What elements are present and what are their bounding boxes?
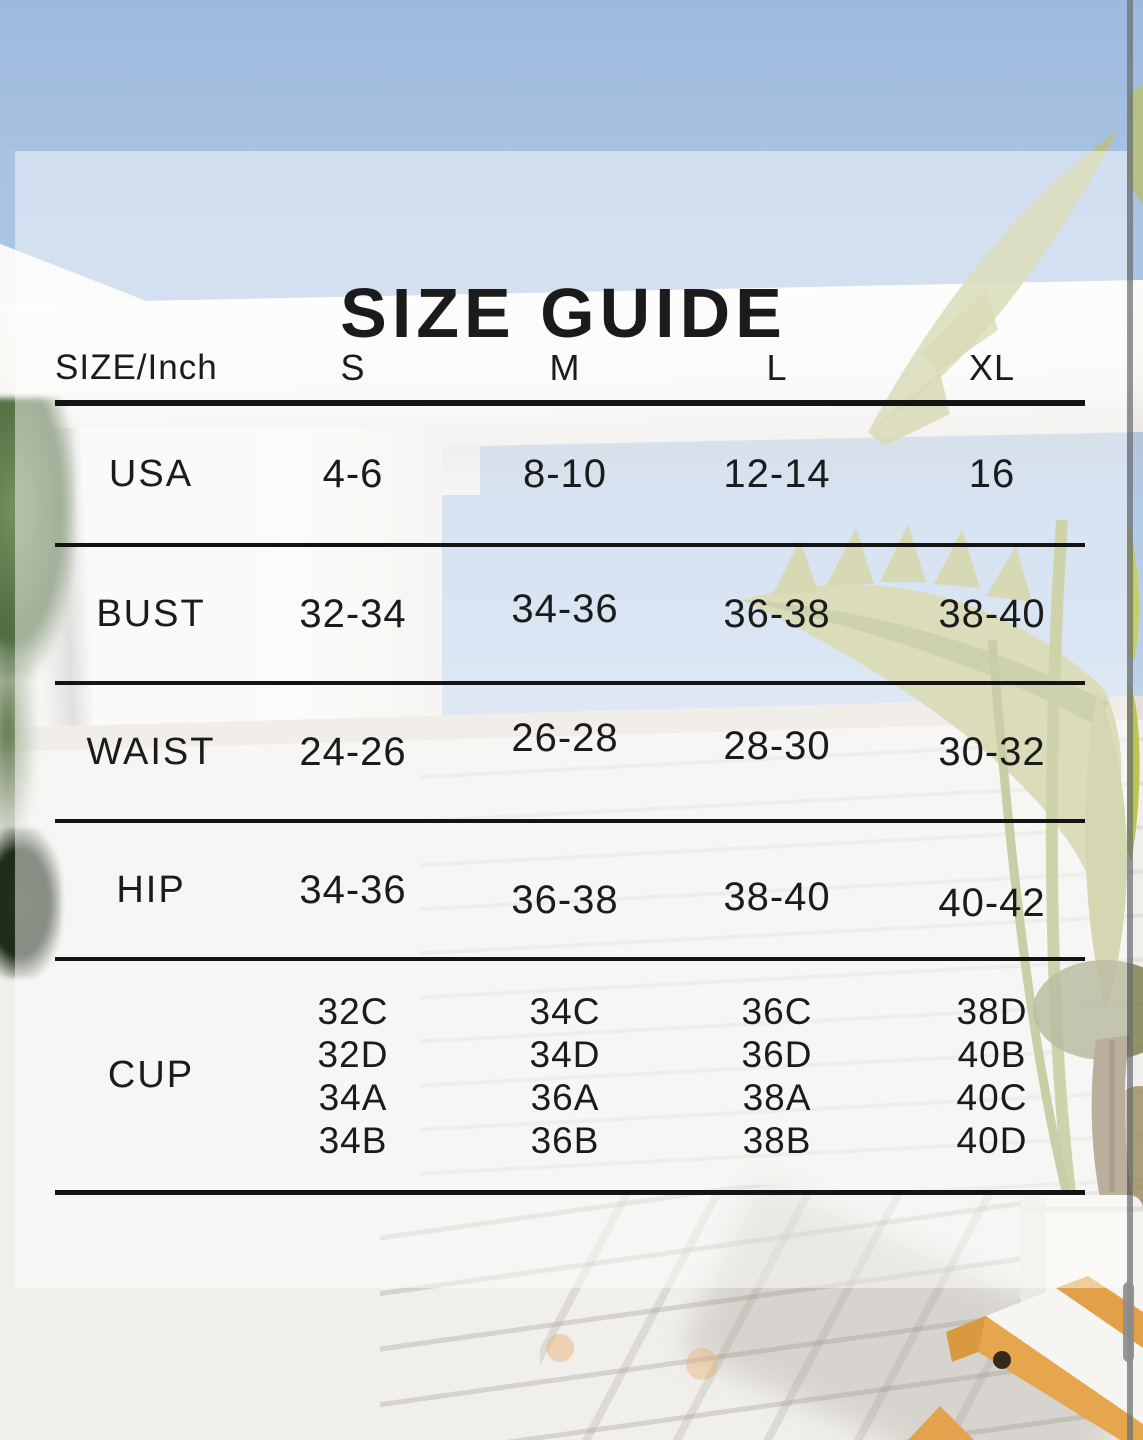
cup-size-line: 38B xyxy=(742,1119,812,1161)
table-body: USA 4-6 8-10 12-14 16 BUST 32-34 34-36 36-38 38-4… xyxy=(55,406,1085,1195)
row-label-hip: HIP xyxy=(116,868,186,911)
size-cell-cup-s: 32C 32D 34A 34B xyxy=(247,990,459,1162)
size-cell-bust-xl: 38-40 xyxy=(938,591,1046,636)
cup-size-line: 36B xyxy=(530,1119,600,1161)
table-header-row: SIZE/Inch S M L XL xyxy=(55,336,1085,406)
cup-size-line: 34B xyxy=(318,1119,388,1161)
foliage-left-blur-2 xyxy=(0,598,40,860)
size-cell-cup-xl: 38D 40B 40C 40D xyxy=(883,990,1085,1162)
size-cell-bust-s: 32-34 xyxy=(299,591,407,636)
size-cell-usa-l: 12-14 xyxy=(723,452,831,496)
carousel-edge-line xyxy=(1127,0,1133,1440)
size-cell-hip-xl: 40-42 xyxy=(938,880,1046,925)
translucent-panel xyxy=(15,151,1127,1288)
header-unit-label: SIZE/Inch xyxy=(55,348,218,387)
size-cell-usa-xl: 16 xyxy=(968,452,1016,496)
size-cell-hip-m: 36-38 xyxy=(511,877,619,922)
size-cell-usa-m: 8-10 xyxy=(522,452,608,496)
cup-size-line: 34D xyxy=(529,1033,601,1075)
table-row-hip: HIP 34-36 36-38 38-40 40-42 xyxy=(55,823,1085,961)
cup-size-line: 32D xyxy=(317,1033,389,1075)
table-row-bust: BUST 32-34 34-36 36-38 38-40 xyxy=(55,547,1085,685)
cup-size-line: 36C xyxy=(741,990,813,1032)
cup-size-line: 40C xyxy=(956,1076,1028,1118)
fence-shadow-lines xyxy=(540,1195,1020,1440)
cup-size-line: 40D xyxy=(956,1119,1028,1161)
header-cell-s: S xyxy=(340,347,366,388)
table-row-waist: WAIST 24-26 26-28 28-30 30-32 xyxy=(55,685,1085,823)
row-label-waist: WAIST xyxy=(86,730,216,773)
cup-size-line: 36D xyxy=(741,1033,813,1075)
cup-size-line: 34C xyxy=(529,990,601,1032)
header-cell-xl: XL xyxy=(968,347,1016,388)
size-cell-waist-s: 24-26 xyxy=(299,729,407,774)
cup-size-line: 38A xyxy=(742,1076,812,1118)
size-cell-hip-l: 38-40 xyxy=(723,874,831,919)
size-cell-usa-s: 4-6 xyxy=(322,452,384,496)
cup-size-line: 32C xyxy=(317,990,389,1032)
page-title: SIZE GUIDE xyxy=(340,273,787,352)
size-cell-waist-xl: 30-32 xyxy=(938,729,1046,774)
size-cell-cup-m: 34C 34D 36A 36B xyxy=(459,990,671,1162)
scrollbar-thumb[interactable] xyxy=(1123,1282,1134,1362)
size-cell-waist-l: 28-30 xyxy=(723,723,831,768)
row-label-bust: BUST xyxy=(96,592,206,635)
size-cell-cup-l: 36C 36D 38A 38B xyxy=(671,990,883,1162)
size-table: SIZE/Inch S M L XL USA 4-6 8-10 12-14 16 BUST 32-… xyxy=(55,336,1085,1195)
size-cell-hip-s: 34-36 xyxy=(299,867,407,912)
header-cell-l: L xyxy=(766,347,788,388)
row-label-usa: USA xyxy=(108,453,194,495)
cup-size-line: 34A xyxy=(318,1076,388,1118)
table-row-usa: USA 4-6 8-10 12-14 16 xyxy=(55,406,1085,547)
cup-size-line: 40B xyxy=(957,1033,1027,1075)
header-cell-m: M xyxy=(549,347,581,388)
row-label-cup: CUP xyxy=(107,1054,195,1096)
cup-size-line: 36A xyxy=(530,1076,600,1118)
size-cell-bust-m: 34-36 xyxy=(511,586,619,631)
size-cell-bust-l: 36-38 xyxy=(723,591,831,636)
table-row-cup: CUP 32C 32D 34A 34B 34C 34D 36A 36B 36C 36D 38A 38B 3… xyxy=(55,961,1085,1195)
cup-size-line: 38D xyxy=(956,990,1028,1032)
size-cell-waist-m: 26-28 xyxy=(511,715,619,760)
foliage-left-dark xyxy=(0,828,62,978)
